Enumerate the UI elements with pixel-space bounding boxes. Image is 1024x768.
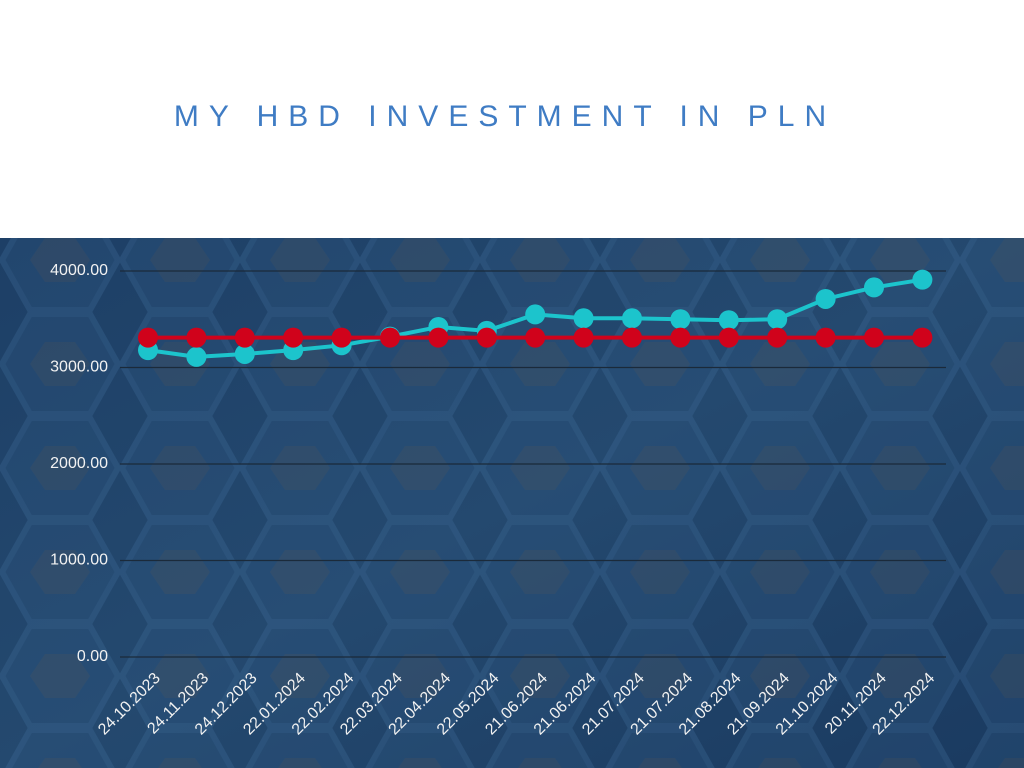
data-point (815, 288, 836, 309)
data-point (622, 308, 642, 329)
y-tick-label: 0.00 (77, 648, 108, 665)
data-point (283, 327, 304, 348)
data-point (331, 327, 352, 348)
data-point (234, 327, 255, 348)
data-point (912, 327, 933, 348)
y-tick-label: 3000.00 (50, 359, 108, 376)
data-point (525, 304, 546, 325)
chart-title: MY HBD INVESTMENT IN PLN (174, 100, 836, 133)
data-point (622, 327, 642, 348)
data-point (138, 327, 158, 348)
data-point (573, 327, 594, 348)
data-point (767, 327, 788, 348)
data-point (186, 327, 207, 348)
data-point (476, 327, 497, 348)
data-point (912, 269, 933, 290)
y-tick-label: 2000.00 (50, 455, 108, 472)
background-pattern (0, 238, 1024, 768)
data-point (380, 327, 400, 348)
data-point (670, 327, 691, 348)
data-point (864, 327, 884, 348)
data-point (815, 327, 836, 348)
data-point (718, 327, 739, 348)
data-point (864, 277, 884, 298)
data-point (428, 327, 449, 348)
y-tick-label: 1000.00 (50, 552, 108, 569)
data-point (186, 346, 207, 367)
data-point (525, 327, 546, 348)
data-point (670, 309, 691, 330)
y-tick-label: 4000.00 (50, 262, 108, 279)
data-point (718, 310, 739, 331)
data-point (573, 308, 594, 329)
data-point (767, 309, 788, 330)
data-point (234, 343, 255, 364)
